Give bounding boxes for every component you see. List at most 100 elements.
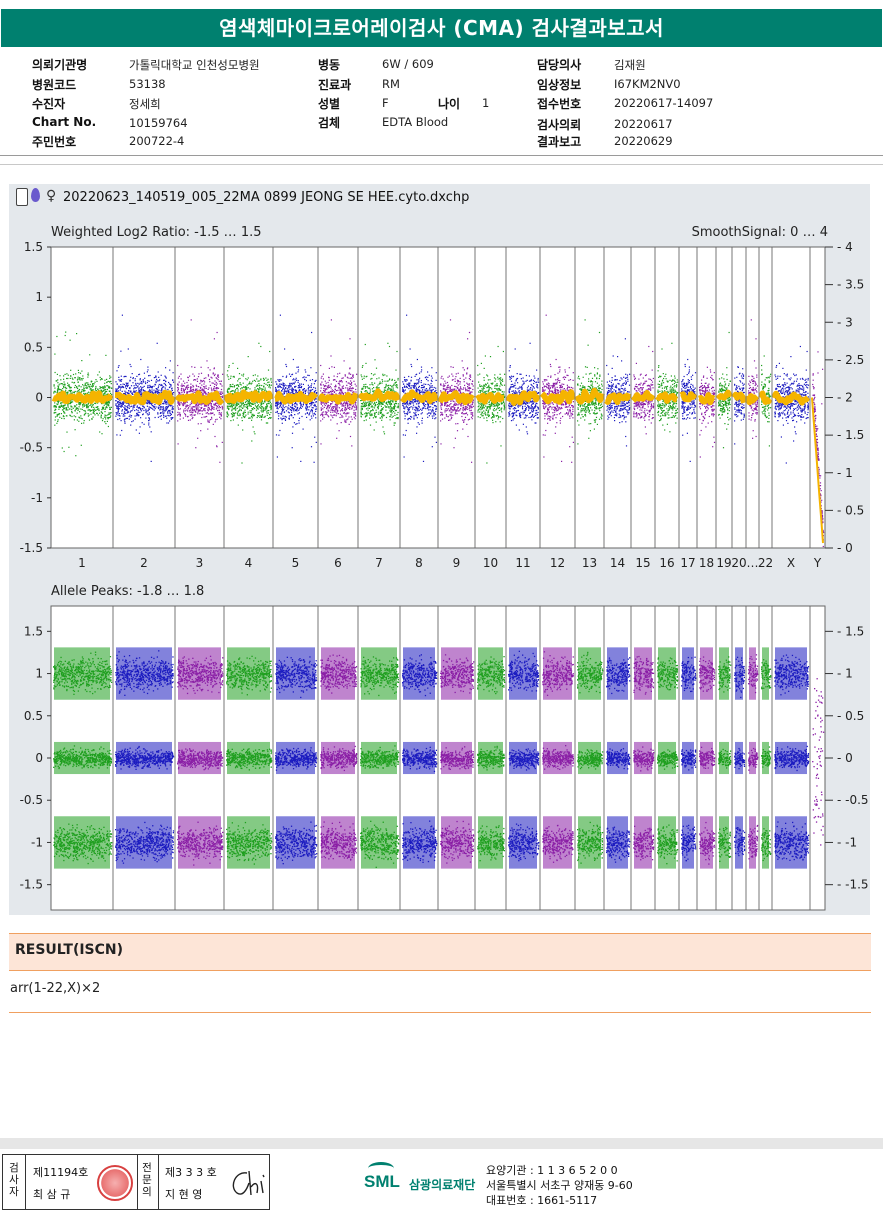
y2-tick-label: - 1.5 bbox=[837, 428, 864, 442]
x-tick-label: Y bbox=[813, 556, 822, 570]
y-tick-label: 0.5 bbox=[24, 340, 43, 354]
result-iscn: arr(1-22,X)×2 bbox=[10, 981, 100, 996]
allele-band bbox=[762, 742, 769, 774]
y-tick-label: 0 bbox=[35, 391, 43, 405]
y2-tick-label: - -1 bbox=[837, 835, 857, 849]
y2-tick-label: - 0.5 bbox=[837, 709, 864, 723]
allele-band bbox=[775, 816, 807, 868]
allele-band bbox=[276, 647, 315, 699]
cma-charts: 1.510.50-0.5-1-1.5- 4- 3.5- 3- 2.5- 2- 1… bbox=[0, 0, 883, 920]
y2-tick-label: - 1 bbox=[837, 667, 853, 681]
x-tick-label: 19 bbox=[716, 556, 731, 570]
x-tick-label: 11 bbox=[515, 556, 530, 570]
allele-band bbox=[441, 742, 472, 774]
x-tick-label: 13 bbox=[582, 556, 597, 570]
allele-band bbox=[578, 742, 601, 774]
allele-band bbox=[441, 647, 472, 699]
y2-tick-label: - -0.5 bbox=[837, 793, 869, 807]
allele-band bbox=[478, 816, 503, 868]
allele-band bbox=[227, 742, 270, 774]
y-tick-label: -1.5 bbox=[20, 878, 43, 892]
result-heading: RESULT(ISCN) bbox=[15, 942, 123, 958]
allele-band bbox=[658, 647, 676, 699]
allele-band bbox=[634, 816, 652, 868]
allele-band bbox=[658, 742, 676, 774]
x-tick-label: 14 bbox=[610, 556, 625, 570]
allele-band bbox=[749, 816, 756, 868]
allele-band bbox=[719, 647, 729, 699]
allele-band bbox=[116, 742, 172, 774]
allele-band bbox=[735, 742, 743, 774]
y-tick-label: 0.5 bbox=[24, 709, 43, 723]
sml-logo-icon: SML bbox=[362, 1160, 406, 1200]
seal-icon bbox=[97, 1165, 133, 1201]
y2-tick-label: - 2.5 bbox=[837, 353, 864, 367]
allele-band bbox=[735, 647, 743, 699]
allele-band bbox=[762, 647, 769, 699]
allele-band bbox=[634, 647, 652, 699]
allele-band bbox=[700, 647, 713, 699]
allele-band bbox=[762, 816, 769, 868]
allele-band bbox=[682, 742, 694, 774]
allele-band bbox=[478, 647, 503, 699]
x-tick-label: 2 bbox=[140, 556, 148, 570]
y2-tick-label: - 0 bbox=[837, 751, 853, 765]
smooth-signal-line bbox=[360, 391, 398, 400]
allele-band bbox=[700, 742, 713, 774]
x-tick-label: 5 bbox=[292, 556, 300, 570]
allele-band bbox=[578, 647, 601, 699]
y-tick-label: 1.5 bbox=[24, 624, 43, 638]
allele-band bbox=[719, 742, 729, 774]
y-tick-label: -1 bbox=[31, 835, 43, 849]
smooth-signal-line bbox=[477, 395, 504, 402]
allele-band bbox=[361, 742, 397, 774]
footer-band bbox=[0, 1138, 883, 1149]
sign-label-1: 검사자 bbox=[7, 1162, 21, 1198]
allele-band bbox=[775, 742, 807, 774]
result-header bbox=[9, 933, 871, 971]
allele-band bbox=[403, 742, 435, 774]
y-tick-label: -1.5 bbox=[20, 541, 43, 555]
allele-band bbox=[441, 816, 472, 868]
smooth-signal-line bbox=[657, 394, 677, 401]
allele-band bbox=[178, 742, 221, 774]
y-tick-label: -0.5 bbox=[20, 441, 43, 455]
smooth-signal-line bbox=[748, 396, 757, 403]
allele-band bbox=[178, 647, 221, 699]
allele-band bbox=[403, 647, 435, 699]
y-tick-label: 1 bbox=[35, 667, 43, 681]
x-tick-label: 16 bbox=[659, 556, 674, 570]
smooth-signal-line bbox=[177, 393, 222, 402]
allele-band bbox=[361, 816, 397, 868]
y2-tick-label: - -1.5 bbox=[837, 878, 869, 892]
chart-title: Allele Peaks: -1.8 … 1.8 bbox=[51, 584, 204, 599]
allele-band bbox=[682, 647, 694, 699]
org-phone: 대표번호 : 1661-5117 bbox=[486, 1192, 597, 1208]
x-tick-label: 8 bbox=[415, 556, 423, 570]
smooth-signal-line bbox=[718, 393, 730, 398]
y2-tick-label: - 1.5 bbox=[837, 624, 864, 638]
divider bbox=[158, 1155, 159, 1209]
y-tick-label: 0 bbox=[35, 751, 43, 765]
license-no-2: 제3 3 3 호 bbox=[165, 1164, 217, 1180]
y-tick-label: 1.5 bbox=[24, 240, 43, 254]
allele-band bbox=[658, 816, 676, 868]
signature-icon bbox=[225, 1167, 267, 1199]
allele-band bbox=[54, 816, 110, 868]
allele-band bbox=[509, 816, 537, 868]
allele-band bbox=[509, 742, 537, 774]
smooth-signal-line bbox=[440, 393, 473, 402]
divider bbox=[137, 1155, 138, 1209]
allele-band bbox=[735, 816, 743, 868]
signer-name-1: 최 삼 규 bbox=[33, 1186, 70, 1202]
allele-band bbox=[749, 647, 756, 699]
smooth-signal-line bbox=[699, 395, 714, 402]
smooth-signal-line bbox=[681, 394, 695, 399]
smooth-signal-line bbox=[633, 393, 653, 401]
allele-band bbox=[361, 647, 397, 699]
allele-band bbox=[775, 647, 807, 699]
x-tick-label: 15 bbox=[635, 556, 650, 570]
org-code: 요양기관 : 1 1 3 6 5 2 0 0 bbox=[486, 1162, 618, 1178]
allele-band bbox=[403, 816, 435, 868]
x-tick-label: 3 bbox=[196, 556, 204, 570]
